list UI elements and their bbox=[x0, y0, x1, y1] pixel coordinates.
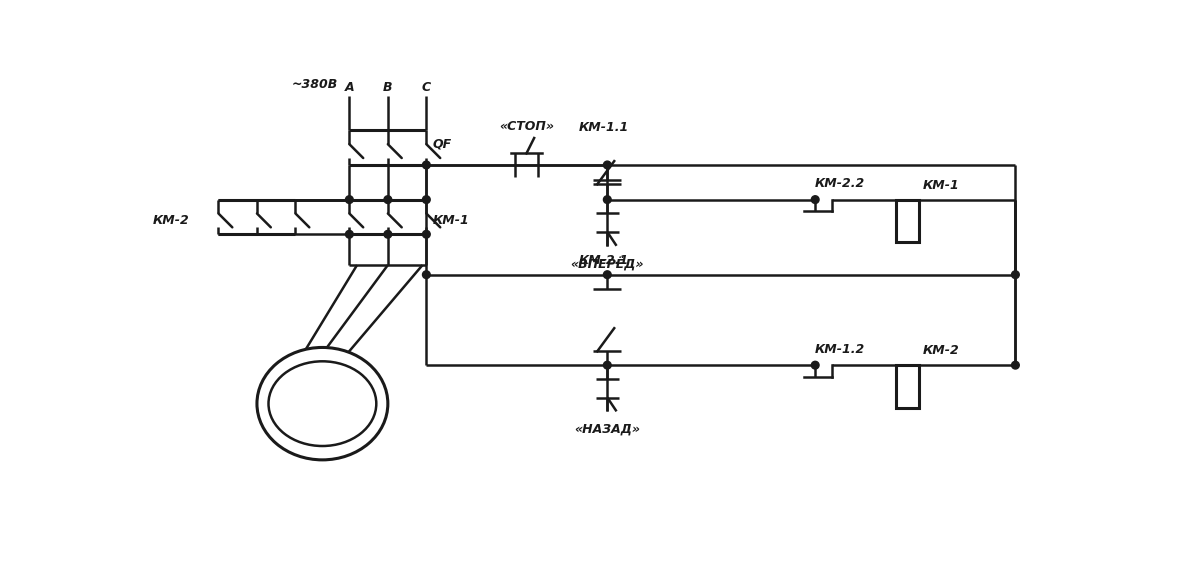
Circle shape bbox=[1012, 271, 1019, 278]
Bar bbox=[896, 365, 919, 408]
Text: АД: АД bbox=[307, 395, 337, 413]
Text: КМ-1.2: КМ-1.2 bbox=[815, 343, 865, 356]
Text: «ВПЕРЁД»: «ВПЕРЁД» bbox=[570, 257, 644, 272]
Text: КМ-2.2: КМ-2.2 bbox=[815, 177, 865, 190]
Text: КМ-2: КМ-2 bbox=[154, 214, 190, 228]
Ellipse shape bbox=[269, 361, 377, 446]
Circle shape bbox=[604, 361, 611, 369]
Text: B: B bbox=[383, 81, 392, 94]
Circle shape bbox=[422, 230, 431, 238]
Text: QF: QF bbox=[432, 137, 451, 151]
Text: «СТОП»: «СТОП» bbox=[499, 120, 554, 133]
Text: КМ-2.1: КМ-2.1 bbox=[578, 254, 629, 267]
Circle shape bbox=[422, 196, 431, 203]
Circle shape bbox=[811, 361, 820, 369]
Circle shape bbox=[1012, 361, 1019, 369]
Bar bbox=[896, 200, 919, 242]
Circle shape bbox=[604, 161, 611, 169]
Circle shape bbox=[604, 196, 611, 203]
Text: КМ-1.1: КМ-1.1 bbox=[578, 121, 629, 134]
Circle shape bbox=[346, 230, 353, 238]
Circle shape bbox=[384, 196, 391, 203]
Circle shape bbox=[346, 196, 353, 203]
Text: ~380В: ~380В bbox=[292, 78, 338, 90]
Circle shape bbox=[384, 230, 391, 238]
Ellipse shape bbox=[257, 347, 388, 460]
Text: A: A bbox=[344, 81, 354, 94]
Circle shape bbox=[422, 271, 431, 278]
Text: КМ-1: КМ-1 bbox=[923, 179, 960, 192]
Text: КМ-2: КМ-2 bbox=[923, 345, 960, 357]
Text: КМ-1: КМ-1 bbox=[432, 214, 469, 228]
Circle shape bbox=[811, 196, 820, 203]
Circle shape bbox=[604, 271, 611, 278]
Circle shape bbox=[422, 161, 431, 169]
Text: «НАЗАД»: «НАЗАД» bbox=[575, 423, 641, 436]
Text: C: C bbox=[421, 81, 431, 94]
